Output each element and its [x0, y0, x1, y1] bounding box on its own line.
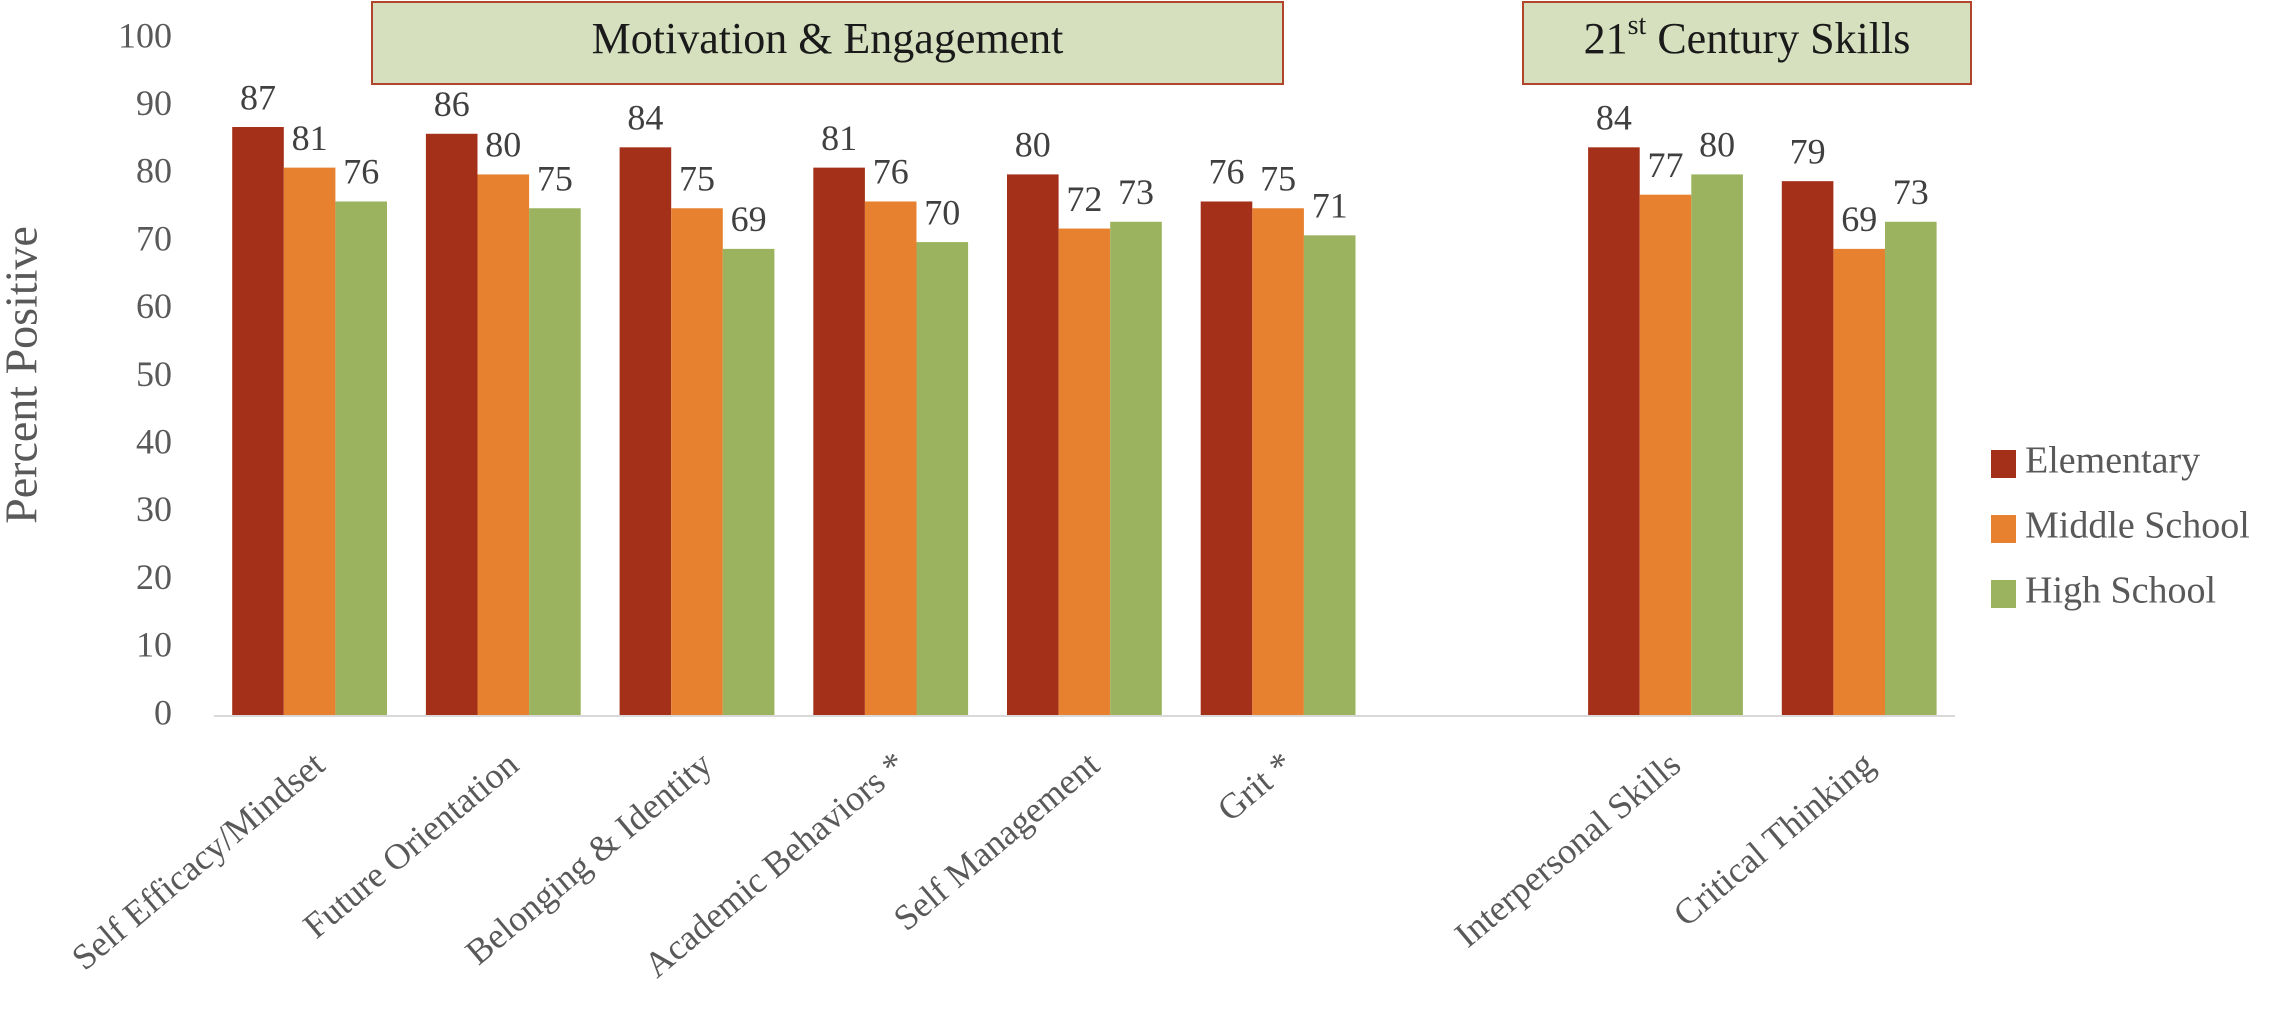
- group-box: [371, 1, 1284, 85]
- bar: [232, 127, 284, 716]
- data-label: 80: [485, 125, 521, 165]
- y-tick-label: 100: [118, 15, 172, 55]
- y-tick-label: 60: [136, 286, 172, 326]
- y-tick-label: 70: [136, 218, 172, 258]
- data-label: 73: [1118, 172, 1154, 212]
- data-label: 69: [1841, 199, 1877, 239]
- data-label: 86: [434, 84, 470, 124]
- bar: [1252, 208, 1304, 716]
- data-label: 81: [292, 118, 328, 158]
- data-label: 87: [240, 77, 276, 117]
- y-tick-label: 10: [136, 625, 172, 665]
- data-label: 72: [1066, 179, 1102, 219]
- legend-swatch: [1991, 450, 2016, 478]
- bar: [1781, 181, 1834, 717]
- group-label-part: st: [1628, 10, 1647, 41]
- bar: [916, 242, 969, 716]
- bar: [529, 208, 581, 716]
- data-label: 77: [1648, 145, 1684, 185]
- bar: [619, 147, 672, 716]
- bar: [1058, 228, 1111, 716]
- group-label-part: Motivation & Engagement: [592, 14, 1064, 63]
- data-label: 73: [1893, 172, 1929, 212]
- bar: [864, 201, 917, 717]
- x-tick-label: Interpersonal Skills: [1447, 744, 1688, 955]
- legend-label: Elementary: [2025, 440, 2200, 482]
- bar: [1691, 174, 1743, 716]
- data-label: 71: [1312, 186, 1348, 226]
- y-tick-label: 40: [136, 421, 172, 461]
- data-label: 81: [821, 118, 857, 158]
- bar: [1639, 194, 1692, 716]
- y-tick-label: 20: [136, 557, 172, 597]
- group-label-part: Century Skills: [1646, 14, 1910, 63]
- data-label: 76: [343, 152, 379, 192]
- bar: [477, 174, 530, 716]
- data-label: 69: [731, 199, 767, 239]
- y-tick-label: 90: [136, 83, 172, 123]
- x-tick-label: Self Management: [886, 744, 1107, 939]
- bar: [1588, 147, 1640, 716]
- data-label: 76: [873, 152, 909, 192]
- data-label: 80: [1699, 125, 1735, 165]
- data-label: 84: [1596, 98, 1632, 138]
- legend-label: High School: [2025, 570, 2216, 612]
- group-label: 21st Century Skills: [1584, 10, 1911, 63]
- data-label: 79: [1790, 131, 1826, 171]
- bar: [1110, 221, 1162, 717]
- bar: [813, 167, 865, 716]
- group-box: [1522, 1, 1972, 85]
- y-tick-label: 50: [136, 354, 172, 394]
- group-label: Motivation & Engagement: [592, 14, 1064, 63]
- x-tick-label: Self Efficacy/Mindset: [64, 744, 332, 978]
- bar: [722, 248, 775, 716]
- data-label: 75: [679, 159, 715, 199]
- bar: [283, 167, 336, 716]
- x-tick-label: Grit *: [1210, 744, 1301, 829]
- bar: [425, 133, 478, 716]
- data-label: 75: [1260, 159, 1296, 199]
- y-tick-label: 30: [136, 489, 172, 529]
- data-label: 70: [924, 192, 960, 232]
- x-tick-label: Critical Thinking: [1666, 744, 1882, 934]
- legend-swatch: [1991, 580, 2016, 608]
- data-label: 76: [1209, 152, 1245, 192]
- group-label-part: 21: [1584, 14, 1628, 63]
- legend-label: Middle School: [2025, 505, 2250, 547]
- y-axis-label: Percent Positive: [0, 226, 47, 524]
- data-label: 80: [1015, 125, 1051, 165]
- bar: [1885, 221, 1937, 717]
- data-label: 75: [537, 159, 573, 199]
- data-label: 84: [627, 98, 663, 138]
- bar: [1833, 248, 1885, 716]
- legend-swatch: [1991, 515, 2016, 543]
- bar: [671, 208, 723, 716]
- y-tick-label: 0: [154, 692, 172, 732]
- y-tick-label: 80: [136, 151, 172, 191]
- bar: [1007, 174, 1059, 716]
- bar: [1303, 235, 1356, 716]
- bar: [1200, 201, 1253, 717]
- bar: [335, 201, 387, 717]
